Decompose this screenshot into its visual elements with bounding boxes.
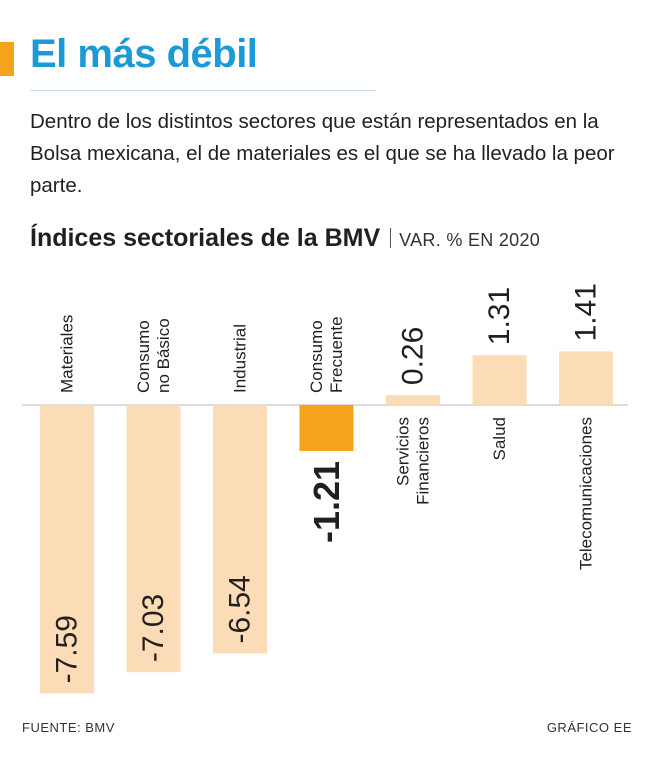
headline-divider [30, 90, 376, 91]
bar [126, 405, 181, 673]
category-label: Servicios [394, 417, 413, 486]
value-label: -7.03 [137, 594, 170, 662]
bar [299, 405, 354, 451]
category-label: Consumo [307, 320, 326, 393]
category-label: no Básico [154, 318, 173, 393]
intro-text: Dentro de los distintos sectores que est… [30, 110, 615, 197]
bar [40, 405, 94, 694]
category-label: Salud [490, 417, 509, 460]
category-label: Financieros [414, 417, 433, 505]
source-note: FUENTE: BMV [22, 720, 115, 735]
value-label: 1.31 [483, 287, 516, 345]
chart-unit: VAR. % EN 2020 [399, 230, 541, 250]
category-label: Consumo [134, 320, 153, 393]
category-label: Materiales [58, 315, 77, 393]
value-label: -7.59 [51, 615, 84, 683]
bar [213, 405, 267, 654]
chart-heading: Índices sectoriales de la BMV VAR. % EN 2… [30, 224, 540, 253]
value-label: 0.26 [397, 327, 430, 385]
category-label: Frecuente [327, 316, 346, 393]
value-label: -1.21 [306, 461, 347, 543]
graphic-credit: GRÁFICO EE [546, 720, 632, 735]
accent-bar [0, 42, 14, 76]
headline: El más débil [30, 32, 258, 76]
category-label: Industrial [231, 324, 250, 393]
category-label: Telecomunicaciones [577, 417, 596, 570]
value-label: 1.41 [570, 283, 603, 341]
chart-title: Índices sectoriales de la BMV [30, 224, 381, 252]
bar [472, 355, 527, 405]
title-separator [390, 228, 392, 248]
bar [559, 351, 613, 405]
value-label: -6.54 [224, 575, 257, 643]
bar [386, 395, 440, 405]
